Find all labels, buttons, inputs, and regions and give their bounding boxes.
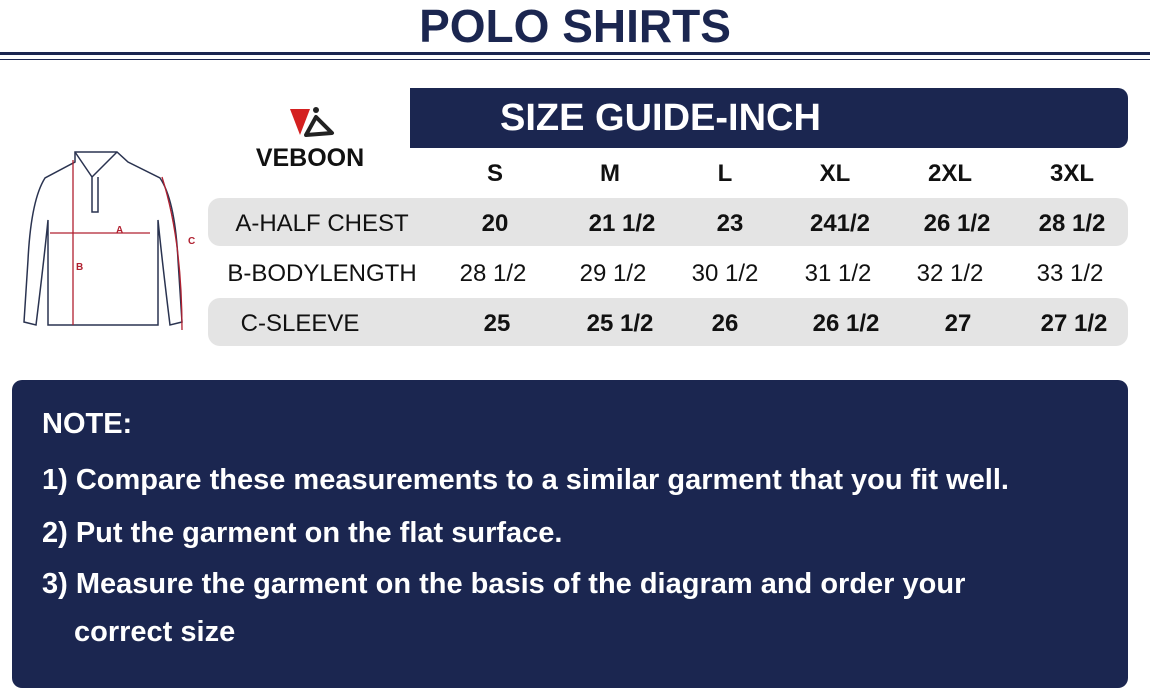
row-label: A-HALF CHEST [235, 210, 409, 237]
note-item: 1) Compare these measurements to a simil… [42, 464, 1009, 496]
size-2xl: 2XL [927, 160, 972, 187]
cell: 28 1/2 [1038, 210, 1106, 237]
size-l: L [717, 160, 733, 187]
cell: 29 1/2 [579, 260, 647, 287]
page-title: POLO SHIRTS [419, 0, 731, 52]
size-xl: XL [819, 160, 851, 187]
size-header-row: S M L XL 2XL 3XL [0, 160, 1150, 190]
cell: 241/2 [809, 210, 871, 237]
cell: 28 1/2 [459, 260, 527, 287]
cell: 20 [481, 210, 509, 237]
note-item: 2) Put the garment on the flat surface. [42, 517, 563, 549]
cell: 27 1/2 [1040, 310, 1108, 337]
label-c: C [188, 236, 195, 247]
size-s: S [486, 160, 503, 187]
cell: 33 1/2 [1036, 260, 1104, 287]
row-label: B-BODYLENGTH [227, 260, 417, 287]
note-item: correct size [74, 616, 236, 648]
cell: 27 [944, 310, 972, 337]
note-heading: NOTE: [42, 408, 133, 440]
cell: 23 [716, 210, 744, 237]
cell: 32 1/2 [916, 260, 984, 287]
cell: 26 1/2 [812, 310, 880, 337]
row-label: C-SLEEVE [240, 310, 360, 337]
cell: 30 1/2 [691, 260, 759, 287]
brand-name: VEBOON [255, 144, 365, 172]
shirt-diagram: A B C [23, 151, 195, 331]
label-b: B [76, 262, 83, 273]
size-3xl: 3XL [1049, 160, 1094, 187]
table-row: A-HALF CHEST 20 21 1/2 23 241/2 26 1/2 2… [0, 210, 1150, 240]
cell: 31 1/2 [804, 260, 872, 287]
label-a: A [116, 225, 123, 236]
veboon-logo-icon [290, 107, 334, 137]
divider [0, 52, 1150, 55]
cell: 25 1/2 [586, 310, 654, 337]
cell: 25 [483, 310, 511, 337]
note-item: 3) Measure the garment on the basis of t… [42, 568, 966, 600]
table-row: C-SLEEVE 25 25 1/2 26 26 1/2 27 27 1/2 [0, 310, 1150, 340]
note-box: NOTE: 1) Compare these measurements to a… [12, 380, 1128, 688]
table-row: B-BODYLENGTH 28 1/2 29 1/2 30 1/2 31 1/2… [0, 260, 1150, 290]
size-guide-banner: SIZE GUIDE-INCH [410, 88, 1128, 148]
cell: 26 1/2 [923, 210, 991, 237]
brand-logo: VEBOON [250, 105, 370, 172]
divider [0, 59, 1150, 60]
cell: 26 [711, 310, 739, 337]
cell: 21 1/2 [588, 210, 656, 237]
size-m: M [600, 160, 620, 187]
